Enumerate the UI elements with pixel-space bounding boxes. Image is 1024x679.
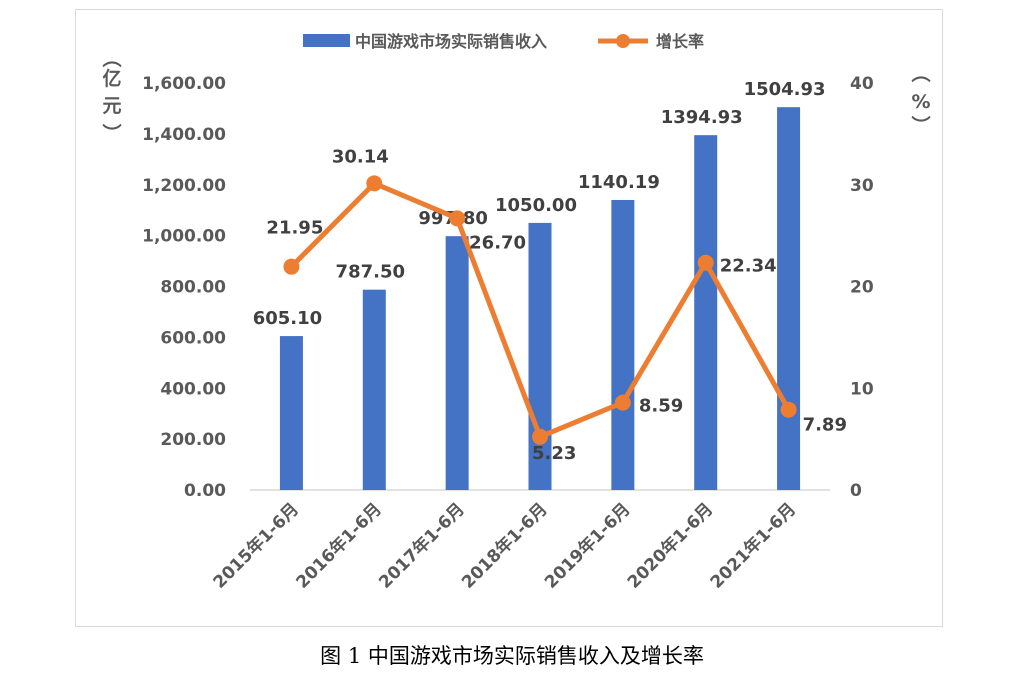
- right-tick-label: 20: [850, 278, 874, 298]
- x-tick-label: 2015年1-6月: [209, 499, 303, 593]
- line-value-label: 8.59: [639, 396, 683, 417]
- figure-caption: 图 1 中国游戏市场实际销售收入及增长率: [320, 644, 704, 668]
- line-value-label: 5.23: [532, 443, 576, 464]
- left-axis-unit-char: ）: [100, 123, 123, 142]
- right-axis-unit-char: %: [911, 91, 930, 113]
- x-axis-ticks: 2015年1-6月2016年1-6月2017年1-6月2018年1-6月2019…: [209, 499, 800, 593]
- x-tick-label: 2020年1-6月: [623, 499, 717, 593]
- bar-value-label: 1394.93: [661, 107, 743, 128]
- line-value-label: 7.89: [803, 415, 847, 436]
- line-point: [780, 401, 797, 418]
- left-tick-label: 1,400.00: [142, 125, 226, 145]
- bar-value-label: 1504.93: [744, 79, 826, 100]
- line-value-labels: 21.95 30.14 26.70 5.23 8.59 22.34 7.89: [266, 146, 847, 463]
- left-tick-label: 800.00: [160, 278, 226, 298]
- left-axis-unit-char: （: [100, 48, 123, 67]
- bar: [777, 107, 801, 490]
- left-tick-label: 1,200.00: [142, 176, 226, 196]
- x-tick-label: 2016年1-6月: [292, 499, 386, 593]
- bar-value-label: 787.50: [336, 262, 405, 283]
- line-series: [283, 175, 797, 445]
- right-axis-ticks: 0 10 20 30 40: [850, 74, 874, 501]
- line-value-label: 22.34: [720, 256, 777, 277]
- right-tick-label: 30: [850, 176, 874, 196]
- bar-series: [279, 107, 801, 491]
- right-tick-label: 40: [850, 74, 874, 94]
- line-point: [697, 254, 714, 271]
- legend-label-line: 增长率: [656, 32, 704, 51]
- bar-value-labels: 605.10787.50997.801050.001140.191394.931…: [253, 79, 826, 329]
- line-point: [614, 394, 631, 411]
- x-tick-label: 2017年1-6月: [375, 499, 469, 593]
- right-axis-unit: （% ）: [909, 63, 932, 134]
- bar-value-label: 605.10: [253, 308, 322, 329]
- legend: 中国游戏市场实际销售收入 增长率: [303, 32, 704, 51]
- bar: [445, 236, 469, 490]
- bar-value-label: 1050.00: [495, 195, 577, 216]
- left-tick-label: 400.00: [160, 379, 226, 399]
- bar-value-label: 1140.19: [578, 172, 660, 193]
- bar: [694, 135, 718, 491]
- left-tick-label: 600.00: [160, 328, 226, 348]
- left-tick-label: 0.00: [184, 481, 226, 501]
- x-tick-label: 2021年1-6月: [706, 499, 800, 593]
- x-tick-label: 2018年1-6月: [457, 499, 551, 593]
- x-tick-label: 2019年1-6月: [540, 499, 634, 593]
- left-axis-ticks: 0.00 200.00 400.00 600.00 800.00 1,000.00 1,20…: [142, 74, 226, 501]
- left-axis-unit-char: 亿: [102, 67, 121, 90]
- line-point: [283, 258, 300, 275]
- line-value-label: 21.95: [266, 218, 323, 239]
- left-tick-label: 1,000.00: [142, 227, 226, 247]
- line-point: [532, 428, 548, 445]
- line-value-label: 30.14: [332, 146, 389, 167]
- legend-swatch-marker: [616, 34, 630, 48]
- legend-swatch-bar: [303, 34, 350, 47]
- left-tick-label: 200.00: [160, 430, 226, 450]
- bar: [611, 199, 635, 490]
- bar: [279, 336, 303, 490]
- left-axis-unit-char: 元: [102, 95, 121, 117]
- right-tick-label: 0: [850, 481, 862, 501]
- legend-label-bar: 中国游戏市场实际销售收入: [355, 32, 547, 51]
- line-point: [449, 210, 466, 227]
- chart-frame: [75, 9, 943, 627]
- right-axis-unit-char: ）: [909, 115, 932, 134]
- line-point: [366, 175, 383, 192]
- bar: [362, 289, 386, 490]
- right-axis-unit-char: （: [909, 63, 932, 82]
- right-tick-label: 10: [850, 379, 874, 399]
- left-axis-unit: （亿元 ）: [100, 48, 123, 142]
- left-tick-label: 1,600.00: [142, 74, 226, 94]
- line-value-label: 26.70: [469, 232, 526, 253]
